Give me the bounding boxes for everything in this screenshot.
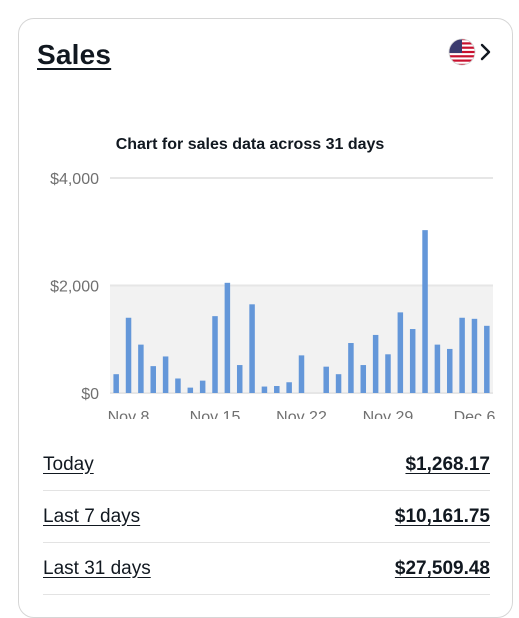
chart-bar xyxy=(471,318,478,393)
y-tick-label: $4,000 xyxy=(50,171,99,188)
chart-bar xyxy=(484,325,490,393)
chart-bar xyxy=(422,230,428,393)
stat-row-last-7-days: Last 7 days $10,161.75 xyxy=(43,491,490,543)
chart-bar xyxy=(236,365,243,393)
sales-stats: Today $1,268.17 Last 7 days $10,161.75 L… xyxy=(43,439,490,595)
stat-value[interactable]: $1,268.17 xyxy=(405,453,490,475)
chart-bar xyxy=(348,343,354,393)
x-tick-label: Nov 15 xyxy=(190,409,241,419)
chart-bar xyxy=(323,366,329,393)
chart-bar xyxy=(162,356,169,393)
y-tick-label: $2,000 xyxy=(50,279,99,296)
chart-bar xyxy=(175,378,181,393)
chart-bar xyxy=(447,348,453,393)
stat-label[interactable]: Today xyxy=(43,453,94,475)
chart-bar xyxy=(187,387,194,393)
chart-bar xyxy=(409,329,416,393)
sales-card: Sales Chart for sales data across 31 day… xyxy=(18,18,513,618)
x-tick-label: Nov 22 xyxy=(276,409,327,419)
x-tick-label: Nov 8 xyxy=(108,409,150,419)
x-tick-label: Nov 29 xyxy=(363,409,414,419)
chart-bar xyxy=(138,344,144,393)
chart-bar xyxy=(434,344,441,393)
chart-bar xyxy=(199,380,206,393)
sales-bar-chart: Chart for sales data across 31 days $4,0… xyxy=(50,136,496,419)
chart-bar xyxy=(335,374,342,393)
chart-bar xyxy=(224,282,231,393)
chevron-right-icon xyxy=(480,43,491,61)
sales-title[interactable]: Sales xyxy=(37,39,112,70)
chart-bar xyxy=(113,374,119,393)
us-flag-icon xyxy=(448,38,476,66)
chart-bar xyxy=(397,312,404,393)
chart-bar xyxy=(286,382,292,393)
stat-label[interactable]: Last 7 days xyxy=(43,505,141,527)
chart-bar xyxy=(360,365,367,393)
chart-bar xyxy=(212,316,218,393)
chart-bar xyxy=(150,366,156,393)
stat-value[interactable]: $10,161.75 xyxy=(394,505,490,527)
y-tick-label: $0 xyxy=(81,386,99,403)
chart-bar xyxy=(249,304,255,393)
chart-bar xyxy=(261,386,268,393)
x-tick-label: Dec 6 xyxy=(454,409,496,419)
stat-value[interactable]: $27,509.48 xyxy=(394,557,490,579)
chart-bar xyxy=(125,317,132,393)
chart-bar xyxy=(274,386,280,393)
stat-label[interactable]: Last 31 days xyxy=(43,557,151,579)
chart-bar xyxy=(385,354,391,393)
stat-row-last-31-days: Last 31 days $27,509.48 xyxy=(43,543,490,595)
chart-title: Chart for sales data across 31 days xyxy=(116,136,385,153)
region-selector[interactable] xyxy=(448,38,492,66)
chart-bar xyxy=(372,334,379,393)
stat-row-today: Today $1,268.17 xyxy=(43,439,490,491)
chart-bar xyxy=(298,355,305,393)
chart-bar xyxy=(459,317,465,393)
